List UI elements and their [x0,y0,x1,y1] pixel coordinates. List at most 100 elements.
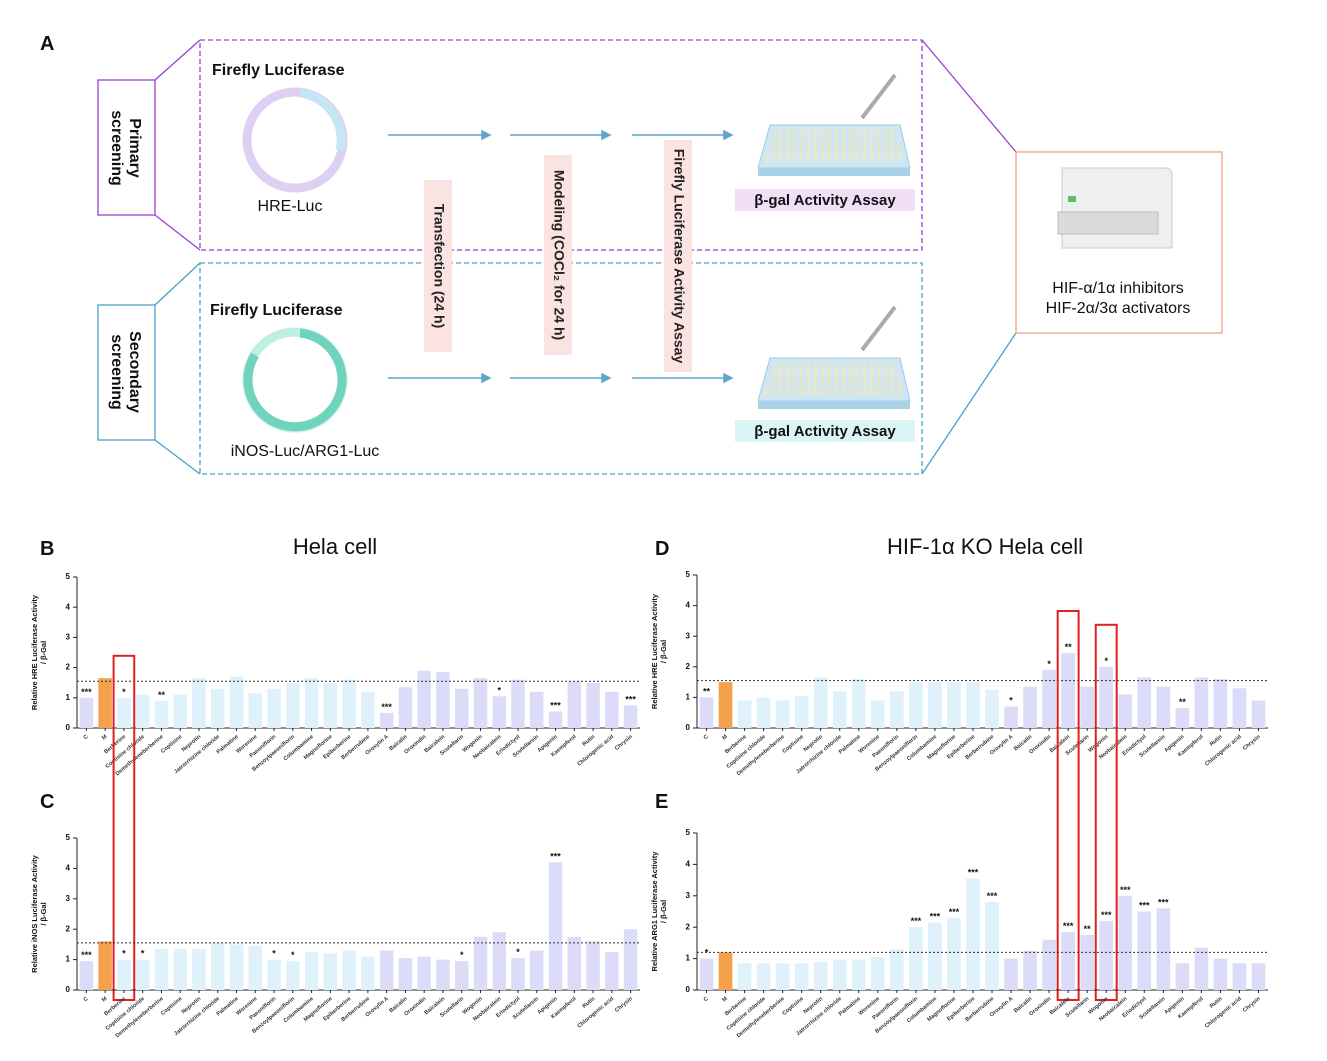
significance: ** [703,686,711,696]
bar [1232,688,1247,728]
bar [530,691,544,728]
bar [79,697,94,728]
bar [286,961,300,990]
significance: *** [550,700,561,710]
x-tick-label: Coptisine [160,734,183,755]
y-tick-label: 3 [686,891,691,900]
assay-box [735,189,915,211]
bar [870,700,885,728]
x-tick-label: Rutin [1209,996,1224,1010]
bar [342,950,356,990]
bar [851,679,866,728]
chart-title: HIF-1α KO Hela cell [887,534,1083,559]
bar [398,687,413,728]
bar [718,682,733,728]
y-tick-label: 2 [686,922,691,931]
bar [117,697,131,728]
bar [454,961,469,990]
x-tick-label: C [83,734,90,741]
connector [154,39,201,81]
bar [286,682,300,728]
bar [851,960,866,990]
bar [813,961,828,990]
bar [267,959,281,990]
significance: *** [550,851,561,861]
bar [1118,895,1133,990]
bar [928,682,942,728]
bar [1213,679,1228,728]
assay-label: β-gal Activity Assay [754,423,896,440]
panel-label: B [40,538,54,560]
bar [436,672,450,728]
significance: *** [968,868,979,878]
bar [1080,686,1095,728]
bar [135,959,150,990]
bar [737,700,752,728]
bar [737,963,752,990]
bar [323,953,338,990]
y-tick-label: 4 [66,602,71,611]
bar [248,945,263,990]
step-box [544,155,572,355]
result-text: HIF-2α/3α activators [1046,300,1191,317]
bar [379,712,394,728]
connector [921,39,1017,153]
y-tick-label: 4 [66,864,71,873]
highlight-box [1056,610,1080,1002]
y-axis-label: / β-Gal [659,640,668,663]
bar [1232,963,1247,990]
bar [699,697,714,728]
screening-label: Primary [126,118,143,178]
x-tick-label: Rutin [1209,734,1224,748]
screening-label: screening [108,110,125,186]
significance: *** [930,911,941,921]
significance: *** [987,891,998,901]
bar [1251,700,1266,728]
bar [1137,677,1152,728]
x-tick-label: Chrysin [614,734,634,752]
x-tick-label: Chrysin [614,996,634,1014]
x-tick-label: Rutin [582,734,597,748]
panel-label: A [40,33,54,55]
chart-title: Hela cell [293,534,377,559]
bar [210,942,225,990]
bar [417,956,431,990]
bar [548,862,563,990]
bar [192,678,206,728]
y-tick-label: 5 [686,828,691,837]
bar [210,688,225,728]
diagram: A Primary screening Firefly Luciferase H… [40,33,1223,475]
bar [1061,653,1076,728]
connector [154,262,201,306]
connector [154,214,201,251]
y-axis-label: Relative HRE Luciferase Activity [30,594,39,710]
bar [756,963,771,990]
y-tick-label: 1 [686,693,691,702]
bar [870,957,885,990]
y-tick-label: 3 [66,894,71,903]
y-tick-label: 3 [66,633,71,642]
bar [794,695,809,728]
x-tick-label: Chrysin [1242,734,1262,752]
significance: * [122,949,126,959]
bar [699,958,714,990]
bar [1099,920,1114,990]
significance: * [291,950,295,960]
significance: * [122,687,126,697]
highlight-box [112,654,136,1001]
significance: * [497,685,501,695]
step-label: Firefly Luciferase Activity Assay [671,149,687,364]
bar [605,952,619,990]
y-tick-label: 0 [686,723,691,732]
y-tick-label: 1 [66,693,71,702]
bar [117,959,131,990]
y-axis-label: Relative iNOS Luciferase Activity [30,854,39,973]
bar [1175,963,1190,990]
x-tick-label: M [101,996,109,1004]
bar [756,697,771,728]
panel-label: E [655,791,668,813]
bar [1156,908,1171,990]
step-box [424,180,452,352]
highlight-box [1094,623,1118,1001]
bar [79,961,94,990]
